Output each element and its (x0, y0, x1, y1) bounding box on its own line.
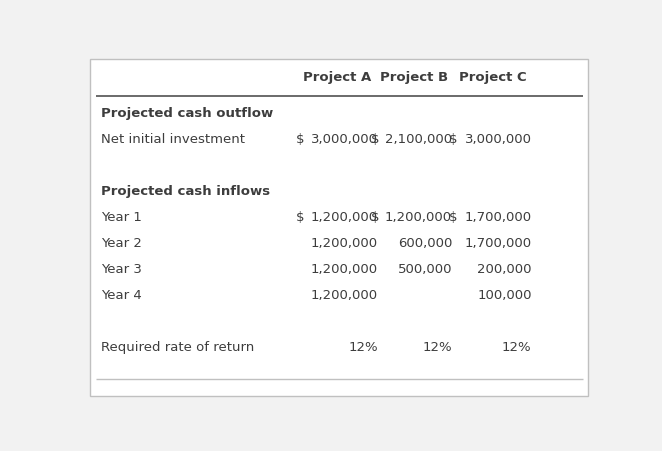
Text: 200,000: 200,000 (477, 263, 532, 276)
Text: Net initial investment: Net initial investment (101, 133, 245, 146)
Text: Year 2: Year 2 (101, 237, 142, 250)
Text: 2,100,000: 2,100,000 (385, 133, 452, 146)
Text: $: $ (296, 133, 304, 146)
Text: $: $ (371, 133, 379, 146)
Text: Project B: Project B (379, 71, 448, 83)
Text: 600,000: 600,000 (398, 237, 452, 250)
Text: 1,200,000: 1,200,000 (310, 263, 378, 276)
Text: Project C: Project C (459, 71, 527, 83)
Text: Year 3: Year 3 (101, 263, 142, 276)
Text: 500,000: 500,000 (398, 263, 452, 276)
Text: 100,000: 100,000 (477, 289, 532, 302)
Text: Projected cash inflows: Projected cash inflows (101, 185, 270, 198)
Text: Year 1: Year 1 (101, 211, 142, 224)
Text: 12%: 12% (422, 341, 452, 354)
Text: $: $ (296, 211, 304, 224)
Text: 12%: 12% (348, 341, 378, 354)
Text: 3,000,000: 3,000,000 (465, 133, 532, 146)
Text: 1,700,000: 1,700,000 (465, 211, 532, 224)
FancyBboxPatch shape (91, 60, 588, 396)
Text: 1,700,000: 1,700,000 (465, 237, 532, 250)
Text: $: $ (371, 211, 379, 224)
Text: Projected cash outflow: Projected cash outflow (101, 106, 273, 120)
Text: 1,200,000: 1,200,000 (310, 211, 378, 224)
Text: Year 4: Year 4 (101, 289, 142, 302)
Text: 12%: 12% (502, 341, 532, 354)
Text: 1,200,000: 1,200,000 (310, 289, 378, 302)
Text: $: $ (449, 211, 457, 224)
Text: 1,200,000: 1,200,000 (310, 237, 378, 250)
Text: 1,200,000: 1,200,000 (385, 211, 452, 224)
Text: 3,000,000: 3,000,000 (310, 133, 378, 146)
Text: $: $ (449, 133, 457, 146)
Text: Project A: Project A (303, 71, 371, 83)
Text: Required rate of return: Required rate of return (101, 341, 254, 354)
